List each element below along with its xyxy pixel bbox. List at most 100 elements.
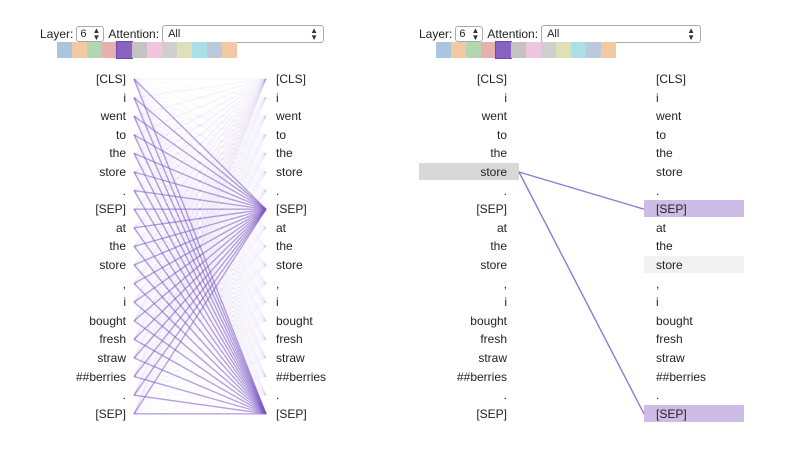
head-swatch[interactable] bbox=[601, 42, 616, 58]
head-swatch[interactable] bbox=[571, 42, 586, 58]
left-source-token[interactable]: store bbox=[99, 165, 126, 179]
head-swatch[interactable] bbox=[511, 42, 526, 58]
right-source-token[interactable]: , bbox=[503, 276, 507, 291]
right-source-token[interactable]: . bbox=[503, 183, 507, 198]
left-target-token[interactable]: fresh bbox=[276, 332, 303, 347]
right-source-token[interactable]: [SEP] bbox=[476, 202, 507, 217]
left-source-token[interactable]: i bbox=[123, 295, 126, 310]
right-source-token[interactable]: straw bbox=[478, 351, 507, 365]
head-swatch[interactable] bbox=[586, 42, 601, 58]
left-target-token[interactable]: [SEP] bbox=[276, 202, 307, 217]
left-source-token[interactable]: to bbox=[115, 127, 126, 142]
right-target-token[interactable]: [SEP] bbox=[656, 202, 687, 217]
left-source-token[interactable]: bought bbox=[89, 313, 126, 328]
right-target-token[interactable]: at bbox=[656, 220, 667, 235]
head-swatch[interactable] bbox=[451, 42, 466, 58]
head-swatch[interactable] bbox=[207, 42, 222, 58]
head-swatch[interactable] bbox=[162, 42, 177, 58]
head-swatch[interactable] bbox=[177, 42, 192, 58]
right-source-token[interactable]: i bbox=[504, 90, 507, 105]
right-source-token[interactable]: store bbox=[480, 258, 507, 272]
left-target-token[interactable]: i bbox=[276, 295, 279, 310]
left-target-token[interactable]: . bbox=[276, 183, 280, 198]
head-swatch[interactable] bbox=[102, 42, 117, 58]
head-swatch[interactable] bbox=[556, 42, 571, 58]
attention-select[interactable]: All ▲ ▼ bbox=[162, 25, 325, 43]
right-source-token[interactable]: ##berries bbox=[456, 369, 507, 384]
left-source-token[interactable]: . bbox=[122, 183, 126, 198]
left-target-token[interactable]: [CLS] bbox=[276, 72, 307, 86]
head-swatch[interactable] bbox=[116, 41, 133, 59]
left-target-token[interactable]: ##berries bbox=[276, 369, 327, 384]
right-target-token[interactable]: bought bbox=[656, 313, 693, 328]
left-source-token[interactable]: the bbox=[109, 146, 126, 161]
right-target-token[interactable]: store bbox=[656, 258, 683, 272]
left-source-token[interactable]: [SEP] bbox=[95, 406, 126, 421]
left-source-token[interactable]: the bbox=[109, 239, 126, 254]
head-swatch[interactable] bbox=[481, 42, 496, 58]
right-source-token[interactable]: store bbox=[480, 165, 507, 179]
right-target-token[interactable]: went bbox=[656, 109, 682, 124]
left-source-token[interactable]: store bbox=[99, 258, 126, 272]
right-target-token[interactable]: the bbox=[656, 146, 673, 161]
head-swatch[interactable] bbox=[541, 42, 556, 58]
right-source-token[interactable]: i bbox=[504, 295, 507, 310]
head-swatch[interactable] bbox=[87, 42, 102, 58]
head-swatch[interactable] bbox=[132, 42, 147, 58]
right-target-token[interactable]: [SEP] bbox=[656, 406, 687, 421]
left-target-token[interactable]: . bbox=[276, 388, 280, 403]
right-source-token[interactable]: [CLS] bbox=[476, 72, 507, 86]
right-source-token[interactable]: bought bbox=[470, 313, 507, 328]
left-target-token[interactable]: the bbox=[276, 146, 293, 161]
right-target-token[interactable]: ##berries bbox=[656, 369, 707, 384]
head-swatch[interactable] bbox=[147, 42, 162, 58]
right-source-token[interactable]: the bbox=[490, 239, 507, 254]
right-target-token[interactable]: . bbox=[656, 183, 660, 198]
head-swatch[interactable] bbox=[192, 42, 207, 58]
right-target-token[interactable]: . bbox=[656, 388, 660, 403]
right-target-token[interactable]: , bbox=[656, 276, 660, 291]
right-target-token[interactable]: i bbox=[656, 295, 659, 310]
left-source-token[interactable]: , bbox=[122, 276, 126, 291]
head-swatch[interactable] bbox=[526, 42, 541, 58]
right-source-token[interactable]: fresh bbox=[480, 332, 507, 347]
left-target-token[interactable]: straw bbox=[276, 351, 305, 365]
right-target-token[interactable]: fresh bbox=[656, 332, 683, 347]
right-target-token[interactable]: straw bbox=[656, 351, 685, 365]
left-source-token[interactable]: ##berries bbox=[75, 369, 126, 384]
left-source-token[interactable]: . bbox=[122, 388, 126, 403]
left-source-token[interactable]: [CLS] bbox=[95, 72, 126, 86]
right-source-token[interactable]: [SEP] bbox=[476, 406, 507, 421]
right-target-token[interactable]: store bbox=[656, 165, 683, 179]
right-target-token[interactable]: the bbox=[656, 239, 673, 254]
attention-select[interactable]: All ▲ ▼ bbox=[541, 25, 702, 43]
head-swatch[interactable] bbox=[57, 42, 72, 58]
left-target-token[interactable]: [SEP] bbox=[276, 406, 307, 421]
right-source-token[interactable]: the bbox=[490, 146, 507, 161]
layer-select[interactable]: 6 ▲ ▼ bbox=[76, 26, 105, 42]
layer-select[interactable]: 6 ▲ ▼ bbox=[455, 26, 484, 42]
left-target-token[interactable]: at bbox=[276, 220, 287, 235]
right-target-token[interactable]: to bbox=[656, 127, 667, 142]
left-target-token[interactable]: , bbox=[276, 276, 280, 291]
left-source-token[interactable]: i bbox=[123, 90, 126, 105]
left-source-token[interactable]: fresh bbox=[99, 332, 126, 347]
left-source-token[interactable]: straw bbox=[97, 351, 126, 365]
head-swatch[interactable] bbox=[436, 42, 451, 58]
right-source-token[interactable]: at bbox=[496, 220, 507, 235]
left-target-token[interactable]: went bbox=[276, 109, 302, 124]
left-target-token[interactable]: store bbox=[276, 258, 303, 272]
head-swatch[interactable] bbox=[72, 42, 87, 58]
head-swatch[interactable] bbox=[466, 42, 481, 58]
left-target-token[interactable]: i bbox=[276, 90, 279, 105]
left-target-token[interactable]: the bbox=[276, 239, 293, 254]
right-source-token[interactable]: went bbox=[481, 109, 507, 124]
left-target-token[interactable]: bought bbox=[276, 313, 313, 328]
left-target-token[interactable]: store bbox=[276, 165, 303, 179]
right-target-token[interactable]: [CLS] bbox=[656, 72, 687, 86]
left-target-token[interactable]: to bbox=[276, 127, 287, 142]
right-target-token[interactable]: i bbox=[656, 90, 659, 105]
left-source-token[interactable]: [SEP] bbox=[95, 202, 126, 217]
head-swatch[interactable] bbox=[222, 42, 237, 58]
left-source-token[interactable]: went bbox=[100, 109, 126, 124]
